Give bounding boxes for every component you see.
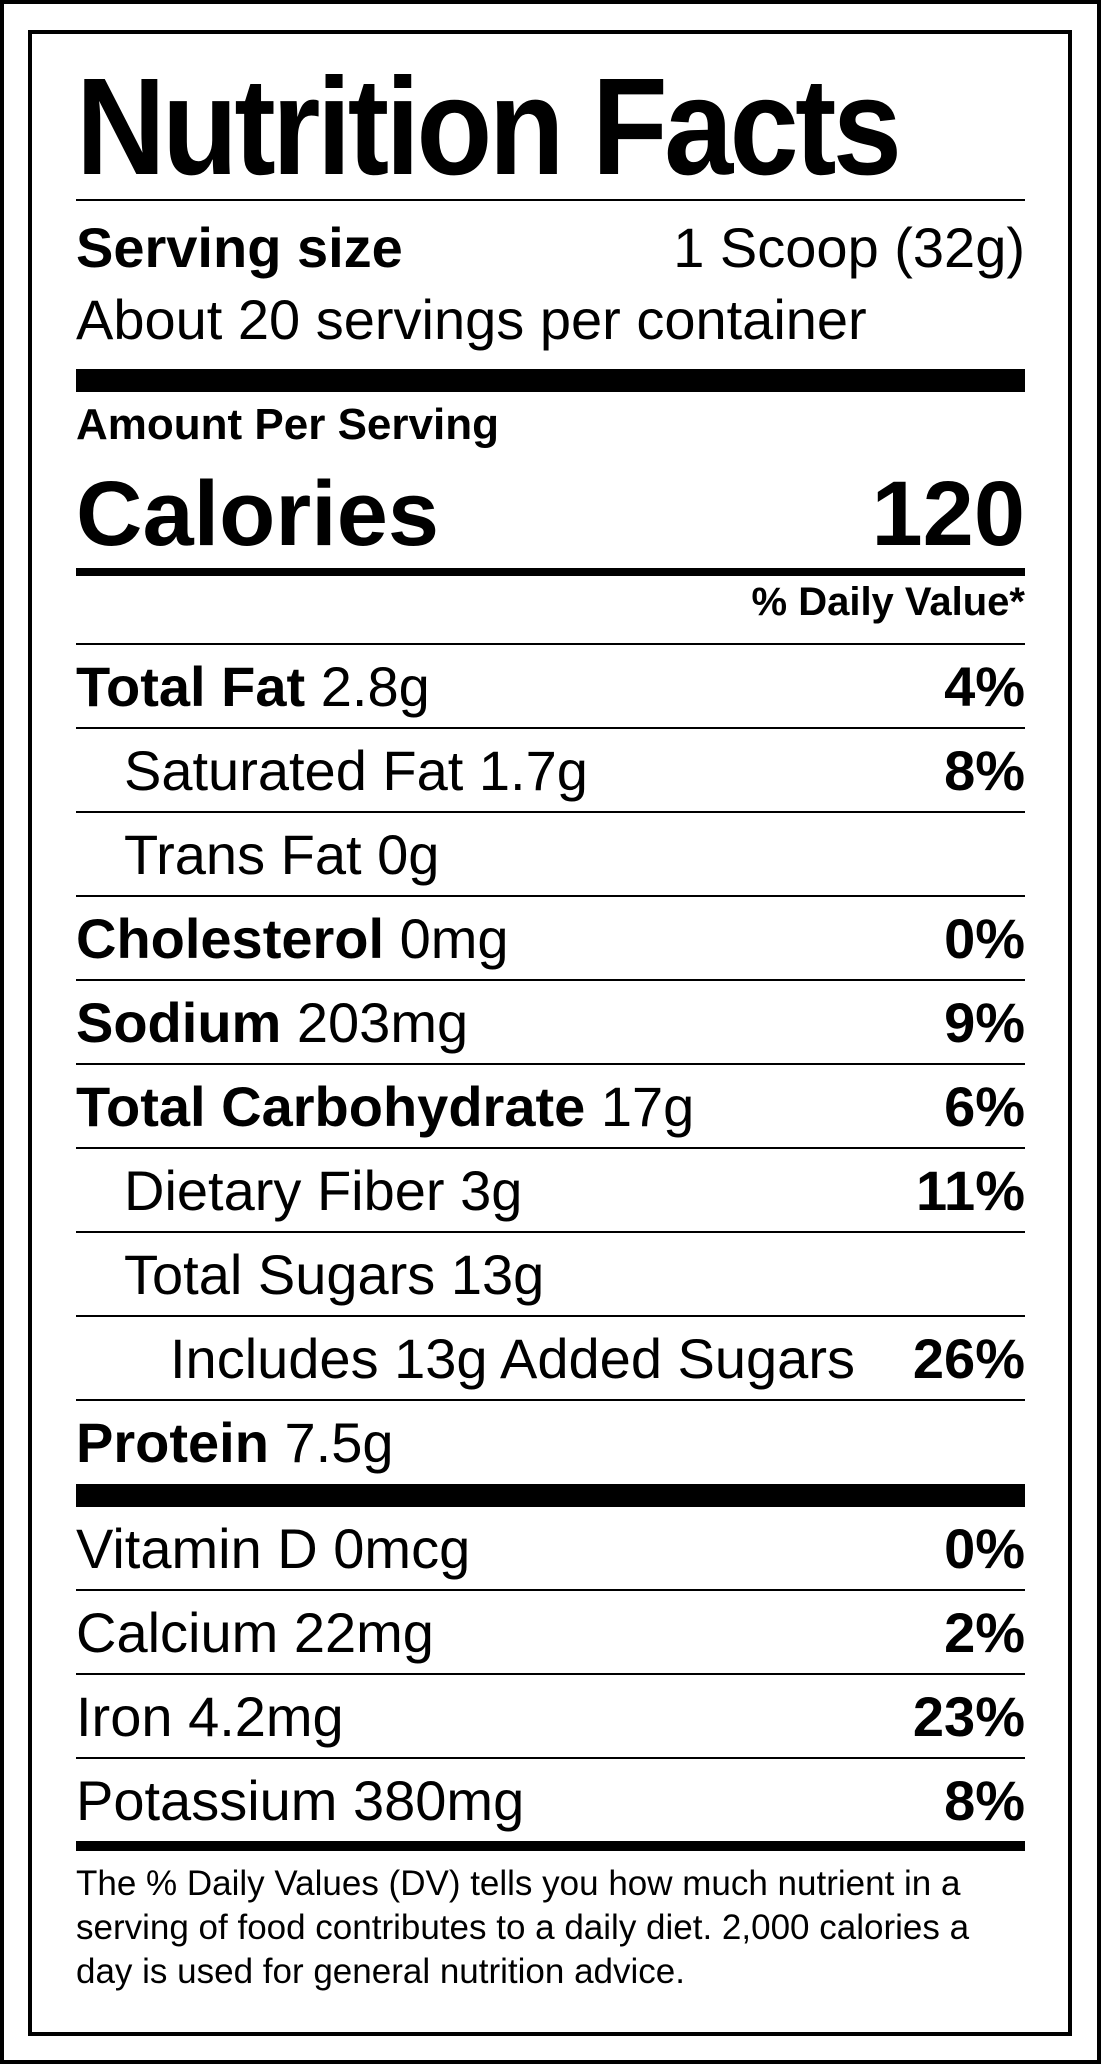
nutrient-list: Total Fat 2.8g 4% Saturated Fat 1.7g 8% Tr… xyxy=(76,645,1025,1483)
serving-size-value: 1 Scoop (32g) xyxy=(673,216,1025,279)
label-border xyxy=(28,30,1072,2036)
medium-divider xyxy=(76,568,1025,576)
vitamin-row-calcium: Calcium 22mg 2% xyxy=(76,1591,1025,1675)
vitamin-row-potassium: Potassium 380mg 8% xyxy=(76,1769,1025,1832)
serving-size-row: Serving size 1 Scoop (32g) xyxy=(76,210,1025,276)
nutrient-row-protein: Protein 7.5g xyxy=(76,1411,394,1474)
divider xyxy=(76,643,1025,645)
nutrient-row-cholesterol: Cholesterol 0mg 0% xyxy=(76,897,1025,981)
nutrient-row-trans-fat: Trans Fat 0g xyxy=(76,813,1025,897)
nutrient-row-total-fat: Total Fat 2.8g 4% xyxy=(76,645,1025,729)
label-title: Nutrition Facts xyxy=(76,50,902,204)
vitamin-list: Vitamin D 0mcg 0% Calcium 22mg 2% Iron 4.2… xyxy=(76,1507,1025,1841)
thick-divider xyxy=(76,369,1025,392)
serving-size-label: Serving size xyxy=(76,216,403,279)
nutrient-row-total-sugars: Total Sugars 13g xyxy=(76,1233,1025,1317)
nutrient-row-saturated-fat: Saturated Fat 1.7g 8% xyxy=(76,729,1025,813)
servings-per-container-text: About 20 servings per container xyxy=(76,288,867,351)
calories-row: Calories 120 xyxy=(76,463,1026,565)
medium-divider xyxy=(76,1841,1025,1851)
calories-value: 120 xyxy=(871,463,1026,565)
footnote: The % Daily Values (DV) tells you how mu… xyxy=(76,1864,970,1991)
vitamin-row-iron: Iron 4.2mg 23% xyxy=(76,1675,1025,1759)
nutrient-row-total-carbohydrate: Total Carbohydrate 17g 6% xyxy=(76,1065,1025,1149)
divider xyxy=(76,199,1025,201)
nutrient-row-dietary-fiber: Dietary Fiber 3g 11% xyxy=(76,1149,1025,1233)
vitamin-row-vitamin-d: Vitamin D 0mcg 0% xyxy=(76,1507,1025,1591)
servings-per-container: About 20 servings per container xyxy=(76,282,1025,348)
nutrient-row-sodium: Sodium 203mg 9% xyxy=(76,981,1025,1065)
amount-per-serving: Amount Per Serving xyxy=(76,400,499,449)
thick-divider xyxy=(76,1484,1025,1507)
nutrient-row-added-sugars: Includes 13g Added Sugars 26% xyxy=(76,1317,1025,1401)
calories-label: Calories xyxy=(76,463,440,565)
daily-value-header: % Daily Value* xyxy=(751,580,1025,624)
